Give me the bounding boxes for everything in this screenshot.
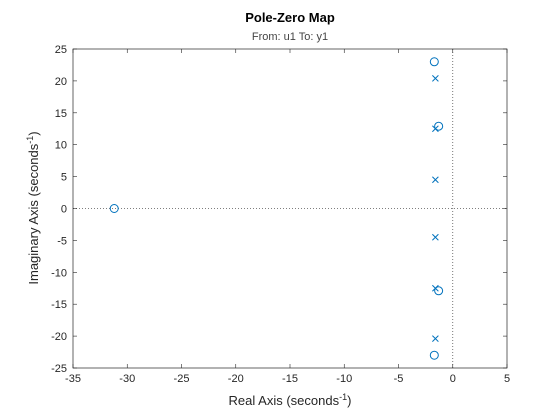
pole-marker: [432, 125, 439, 133]
y-tick-label: 0: [61, 204, 67, 216]
x-tick-label: -10: [336, 373, 352, 385]
x-tick-label: -15: [282, 373, 298, 385]
y-tick-label: 25: [55, 44, 67, 56]
y-axis-label-text: Imaginary Axis (seconds: [26, 143, 41, 284]
y-axis-label-sup: -1: [25, 136, 35, 144]
zero-marker: [429, 350, 439, 360]
zero-marker: [434, 286, 444, 296]
zero-marker: [434, 121, 444, 131]
y-tick-label: -20: [51, 331, 67, 343]
pole-marker: [432, 176, 439, 184]
pole-marker: [432, 233, 439, 241]
pole-marker: [432, 74, 439, 82]
y-tick-label: -10: [51, 267, 67, 279]
x-tick-label: -30: [119, 373, 135, 385]
x-axis-label-text: Real Axis (seconds: [229, 393, 340, 408]
pole-marker: [432, 284, 439, 292]
x-tick-label: 5: [504, 373, 510, 385]
y-tick-label: -25: [51, 363, 67, 375]
y-axis-label-end: ): [26, 131, 41, 135]
x-tick-label: -35: [65, 373, 81, 385]
y-axis-label: Imaginary Axis (seconds-1): [25, 131, 41, 284]
x-tick-label: -20: [228, 373, 244, 385]
y-tick-label: -15: [51, 299, 67, 311]
pole-marker: [432, 335, 439, 343]
x-tick-label: 0: [450, 373, 456, 385]
x-tick-label: -5: [394, 373, 404, 385]
y-tick-label: 20: [55, 76, 67, 88]
chart-subtitle: From: u1 To: y1: [252, 31, 328, 43]
y-tick-label: 15: [55, 108, 67, 120]
y-tick-label: 5: [61, 172, 67, 184]
chart-title: Pole-Zero Map: [245, 10, 335, 25]
y-tick-label: 10: [55, 140, 67, 152]
zero-marker: [109, 204, 119, 213]
y-tick-label: -5: [57, 235, 67, 247]
x-axis-label: Real Axis (seconds-1): [229, 392, 352, 408]
zero-marker: [429, 57, 439, 67]
x-axis-label-end: ): [347, 393, 351, 408]
x-tick-label: -25: [174, 373, 190, 385]
x-axis-label-sup: -1: [339, 392, 347, 402]
